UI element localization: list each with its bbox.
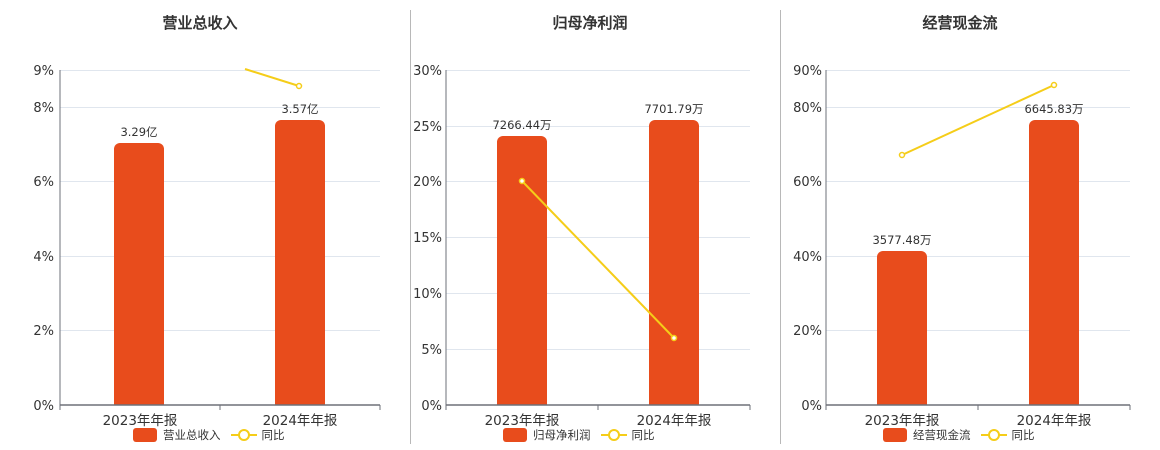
gridlines: [826, 70, 1130, 331]
svg-text:8%: 8%: [33, 101, 54, 116]
svg-text:2024年年报: 2024年年报: [1017, 413, 1092, 429]
bar-2024: [649, 120, 699, 405]
panel-divider: [780, 10, 781, 444]
bar-2024: [1029, 120, 1079, 405]
bar-2024: [275, 120, 325, 405]
legend-bar-swatch[interactable]: [883, 428, 907, 442]
svg-text:40%: 40%: [793, 250, 822, 265]
bar-2023: [114, 143, 164, 405]
svg-text:5%: 5%: [421, 343, 442, 358]
svg-text:2023年年报: 2023年年报: [865, 413, 940, 429]
y-axis-labels: 9% 8% 6% 4% 2% 0%: [33, 64, 54, 414]
yoy-line: [521, 180, 675, 339]
svg-text:0%: 0%: [801, 399, 822, 414]
svg-text:2%: 2%: [33, 324, 54, 339]
y-axis-labels: 30% 25% 20% 15% 10% 5% 0%: [413, 64, 442, 414]
legend-bar-swatch[interactable]: [133, 428, 157, 442]
svg-text:3577.48万: 3577.48万: [872, 233, 931, 247]
chart-title: 归母净利润: [552, 14, 628, 32]
svg-text:15%: 15%: [413, 231, 442, 246]
svg-text:6%: 6%: [33, 175, 54, 190]
svg-text:60%: 60%: [793, 175, 822, 190]
chart-panel-revenue: 营业总收入 9% 8% 6% 4% 2% 0% 3.29亿 3.57亿 202: [0, 0, 400, 450]
svg-text:4%: 4%: [33, 250, 54, 265]
svg-text:7701.79万: 7701.79万: [644, 102, 703, 116]
svg-text:0%: 0%: [33, 399, 54, 414]
svg-text:90%: 90%: [793, 64, 822, 79]
svg-text:20%: 20%: [793, 324, 822, 339]
svg-text:20%: 20%: [413, 175, 442, 190]
legend-line-icon[interactable]: [980, 428, 1007, 442]
gridlines: [60, 70, 380, 331]
svg-text:2024年年报: 2024年年报: [637, 413, 712, 429]
legend[interactable]: 归母净利润 同比: [503, 427, 655, 443]
svg-text:6645.83万: 6645.83万: [1024, 102, 1083, 116]
legend[interactable]: 营业总收入 同比: [133, 427, 285, 443]
svg-text:80%: 80%: [793, 101, 822, 116]
legend-line-label[interactable]: 同比: [261, 428, 285, 442]
svg-text:2024年年报: 2024年年报: [263, 413, 338, 429]
svg-text:0%: 0%: [421, 399, 442, 414]
y-axis-labels: 90% 80% 60% 40% 20% 0%: [793, 64, 822, 414]
svg-text:9%: 9%: [33, 64, 54, 79]
chart-title: 营业总收入: [162, 14, 238, 32]
chart-panel-net-profit: 归母净利润 30% 25% 20% 15% 10% 5% 0% 7266.44万…: [413, 14, 751, 443]
svg-text:25%: 25%: [413, 120, 442, 135]
legend-bar-label[interactable]: 归母净利润: [533, 428, 591, 442]
legend-bar-label[interactable]: 经营现金流: [913, 428, 971, 442]
gridlines: [446, 70, 750, 350]
yoy-line: [244, 68, 300, 87]
chart-revenue: 9% 8% 6% 4% 2% 0% 3.29亿 3.57亿 2023年年报 20…: [33, 64, 381, 429]
chart-title: 经营现金流: [922, 14, 998, 32]
legend-line-icon[interactable]: [600, 428, 627, 442]
legend-line-label[interactable]: 同比: [631, 428, 655, 442]
svg-text:3.29亿: 3.29亿: [120, 125, 157, 139]
legend-line-label[interactable]: 同比: [1011, 428, 1035, 442]
svg-text:30%: 30%: [413, 64, 442, 79]
panel-divider: [410, 10, 411, 444]
svg-text:3.57亿: 3.57亿: [281, 102, 318, 116]
svg-text:7266.44万: 7266.44万: [492, 118, 551, 132]
svg-text:2023年年报: 2023年年报: [485, 413, 560, 429]
chart-net-profit: 30% 25% 20% 15% 10% 5% 0% 7266.44万 7701.…: [413, 64, 751, 429]
legend-line-icon[interactable]: [230, 428, 257, 442]
legend-bar-swatch[interactable]: [503, 428, 527, 442]
bar-2023: [877, 251, 927, 405]
svg-text:10%: 10%: [413, 287, 442, 302]
legend-bar-label[interactable]: 营业总收入: [163, 428, 221, 442]
svg-text:2023年年报: 2023年年报: [103, 413, 178, 429]
yoy-line: [901, 84, 1055, 156]
legend[interactable]: 经营现金流 同比: [883, 427, 1035, 443]
bar-2023: [497, 136, 547, 405]
